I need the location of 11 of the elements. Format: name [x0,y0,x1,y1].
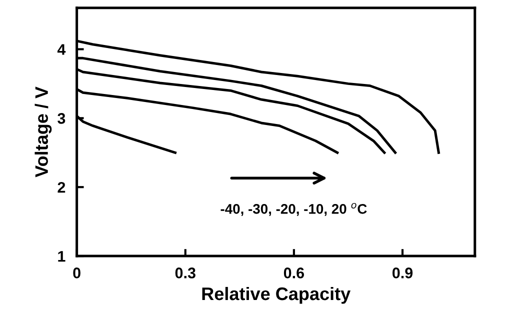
annotation: -40, -30, -20, -10, 20 $^{o}$C [220,202,367,216]
y-tick-label: 3 [58,113,66,124]
x-tick-label: 0.3 [175,268,196,278]
x-tick-label: 0.9 [392,268,413,278]
x-tick-label: 0.6 [284,268,304,278]
x-axis-title: Relative Capacity [202,286,351,304]
y-tick-label: 1 [58,251,66,262]
x-tick-label: 0 [73,268,80,278]
y-axis-title: Voltage / V [34,86,52,178]
y-tick-label: 2 [58,182,66,193]
y-tick-label: 4 [57,44,66,55]
